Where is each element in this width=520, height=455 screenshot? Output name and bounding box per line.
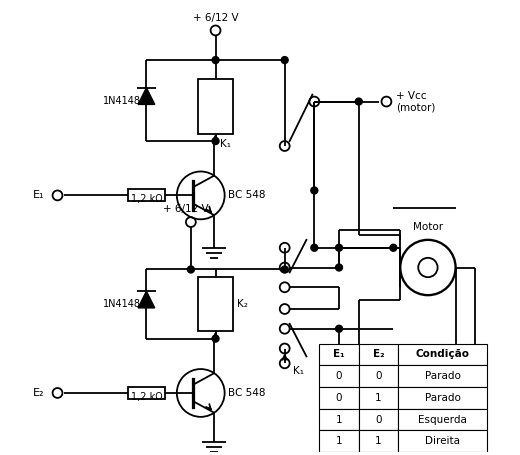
Text: 0: 0 xyxy=(336,371,342,381)
Circle shape xyxy=(187,266,194,273)
Text: + Vcc
(motor): + Vcc (motor) xyxy=(396,91,436,112)
Text: Esquerda: Esquerda xyxy=(418,415,467,425)
Text: + 6/12 V: + 6/12 V xyxy=(163,204,209,214)
Text: E₁: E₁ xyxy=(333,349,345,359)
Bar xyxy=(359,430,398,452)
Circle shape xyxy=(390,244,397,251)
Bar xyxy=(359,387,398,409)
Circle shape xyxy=(355,98,362,105)
Bar xyxy=(198,79,233,134)
Text: 1: 1 xyxy=(375,393,382,403)
Text: BC 548: BC 548 xyxy=(228,190,266,200)
Bar xyxy=(398,344,487,365)
Text: 0: 0 xyxy=(375,371,382,381)
Bar xyxy=(319,387,359,409)
Circle shape xyxy=(212,335,219,342)
Text: 0: 0 xyxy=(375,415,382,425)
Bar xyxy=(319,409,359,430)
Polygon shape xyxy=(138,291,155,308)
Text: 1,2 kΩ: 1,2 kΩ xyxy=(131,194,162,204)
Circle shape xyxy=(212,137,219,145)
Text: Parado: Parado xyxy=(425,371,461,381)
Circle shape xyxy=(311,187,318,194)
Text: Condição: Condição xyxy=(416,349,470,359)
Bar xyxy=(359,365,398,387)
Circle shape xyxy=(311,244,318,251)
Bar xyxy=(319,344,359,365)
Text: K₂: K₂ xyxy=(237,299,248,309)
Bar xyxy=(398,430,487,452)
Text: + 6/12 V: + 6/12 V xyxy=(193,13,238,23)
Bar xyxy=(398,387,487,409)
Text: Direita: Direita xyxy=(425,436,460,446)
Circle shape xyxy=(335,244,343,251)
Bar xyxy=(198,277,233,331)
Circle shape xyxy=(281,56,288,64)
Text: K₁: K₁ xyxy=(220,139,231,149)
Bar xyxy=(319,365,359,387)
Text: 0: 0 xyxy=(336,393,342,403)
Text: E₁: E₁ xyxy=(33,190,45,200)
Text: 1N4148: 1N4148 xyxy=(102,96,140,106)
Bar xyxy=(319,430,359,452)
Text: 1: 1 xyxy=(336,436,342,446)
Circle shape xyxy=(212,56,219,64)
Bar xyxy=(359,344,398,365)
Text: Parado: Parado xyxy=(425,393,461,403)
Text: 1: 1 xyxy=(336,415,342,425)
Text: BC 548: BC 548 xyxy=(228,388,266,398)
Polygon shape xyxy=(138,88,155,104)
Bar xyxy=(398,409,487,430)
Text: 1N4148: 1N4148 xyxy=(102,299,140,309)
Text: K₁: K₁ xyxy=(293,366,304,376)
Circle shape xyxy=(335,264,343,271)
Text: E₂: E₂ xyxy=(373,349,384,359)
Bar xyxy=(127,189,165,201)
Circle shape xyxy=(335,325,343,332)
Bar xyxy=(359,409,398,430)
Bar xyxy=(398,365,487,387)
Circle shape xyxy=(281,266,288,273)
Text: 1: 1 xyxy=(375,436,382,446)
Text: Motor: Motor xyxy=(413,222,443,232)
Text: 1,2 kΩ: 1,2 kΩ xyxy=(131,392,162,402)
Bar xyxy=(127,387,165,399)
Text: E₂: E₂ xyxy=(33,388,45,398)
